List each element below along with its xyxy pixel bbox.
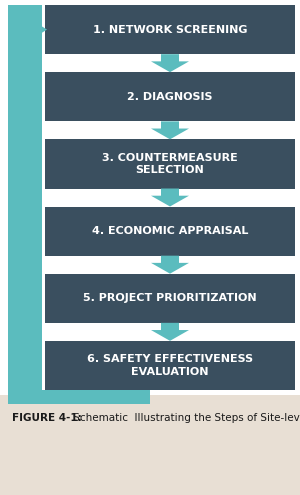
Text: 3. COUNTERMEASURE
SELECTION: 3. COUNTERMEASURE SELECTION xyxy=(102,153,238,175)
Bar xyxy=(45,72,295,121)
Bar xyxy=(8,390,150,404)
Bar xyxy=(42,5,45,390)
Text: 1. NETWORK SCREENING: 1. NETWORK SCREENING xyxy=(93,25,247,35)
Polygon shape xyxy=(151,54,189,72)
Bar xyxy=(45,5,295,54)
Text: 5. PROJECT PRIORITIZATION: 5. PROJECT PRIORITIZATION xyxy=(83,293,257,303)
Bar xyxy=(45,341,295,390)
Bar xyxy=(45,139,295,189)
Text: FIGURE 4-1:: FIGURE 4-1: xyxy=(12,413,82,423)
Text: 2. DIAGNOSIS: 2. DIAGNOSIS xyxy=(127,92,213,102)
Bar xyxy=(8,5,42,390)
Polygon shape xyxy=(151,189,189,206)
Polygon shape xyxy=(8,20,47,40)
Polygon shape xyxy=(151,121,189,139)
Polygon shape xyxy=(151,323,189,341)
Text: 4. ECONOMIC APPRAISAL: 4. ECONOMIC APPRAISAL xyxy=(92,226,248,236)
Polygon shape xyxy=(151,255,189,274)
Text: Schematic  Illustrating the Steps of Site-level Safety Management: Schematic Illustrating the Steps of Site… xyxy=(70,413,300,423)
Bar xyxy=(45,206,295,255)
Bar xyxy=(0,395,300,495)
Bar xyxy=(45,274,295,323)
Text: 6. SAFETY EFFECTIVENESS
EVALUATION: 6. SAFETY EFFECTIVENESS EVALUATION xyxy=(87,354,253,377)
